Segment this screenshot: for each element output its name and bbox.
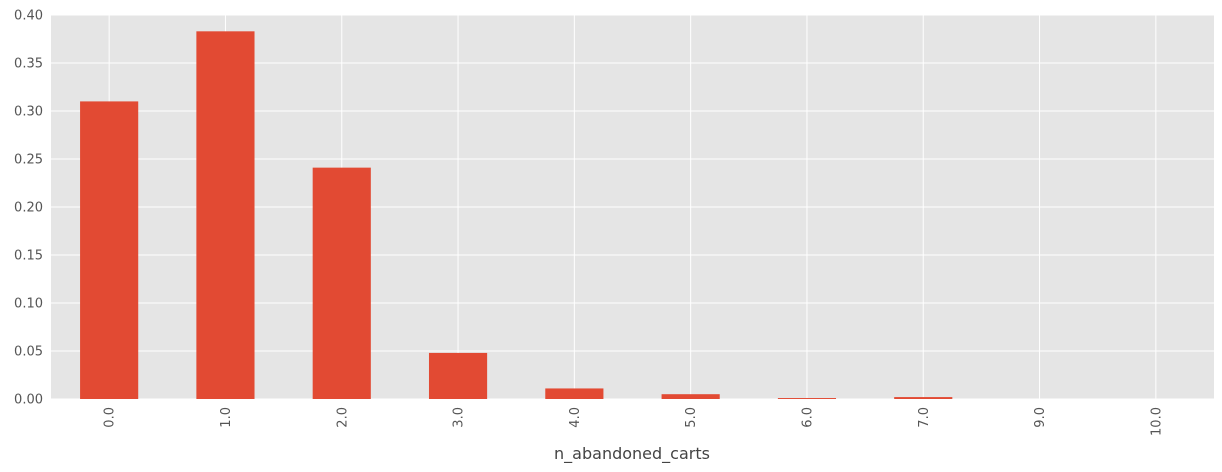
y-tick-label: 0.35 (14, 57, 43, 72)
x-tick-label: 6.0 (800, 407, 815, 428)
y-tick-label: 0.20 (14, 201, 43, 216)
x-tick-label: 3.0 (452, 407, 467, 428)
y-tick-label: 0.15 (14, 249, 43, 264)
bar-4.0 (545, 388, 604, 399)
x-tick-label: 5.0 (684, 407, 699, 428)
x-tick-label: 9.0 (1033, 407, 1048, 428)
bar-3.0 (428, 352, 488, 399)
y-tick-label: 0.10 (14, 297, 43, 312)
bar-0.0 (80, 101, 139, 400)
x-tick-label: 4.0 (568, 407, 583, 428)
y-tick-label: 0.25 (14, 153, 43, 168)
bars (80, 31, 953, 400)
bar-6.0 (777, 398, 837, 399)
y-tick-label: 0.00 (14, 393, 43, 408)
y-tick-label: 0.30 (14, 105, 43, 120)
y-axis-ticks: 0.00 0.05 0.10 0.15 0.20 0.25 0.30 0.35 0.40 (14, 9, 43, 408)
bar-5.0 (661, 394, 720, 399)
x-tick-label: 0.0 (103, 407, 118, 428)
x-tick-label: 2.0 (335, 407, 350, 428)
x-tick-label: 7.0 (917, 407, 932, 428)
x-tick-label: 1.0 (219, 407, 234, 428)
x-axis-ticks: 0.0 1.0 2.0 3.0 4.0 5.0 6.0 7.0 9.0 10.0 (103, 407, 1165, 436)
bar-2.0 (312, 167, 371, 399)
bar-1.0 (196, 31, 255, 399)
x-tick-label: 10.0 (1149, 407, 1164, 436)
bar-7.0 (894, 397, 953, 399)
x-axis-title: n_abandoned_carts (554, 444, 710, 464)
y-tick-label: 0.40 (14, 9, 43, 24)
y-tick-label: 0.05 (14, 345, 43, 360)
